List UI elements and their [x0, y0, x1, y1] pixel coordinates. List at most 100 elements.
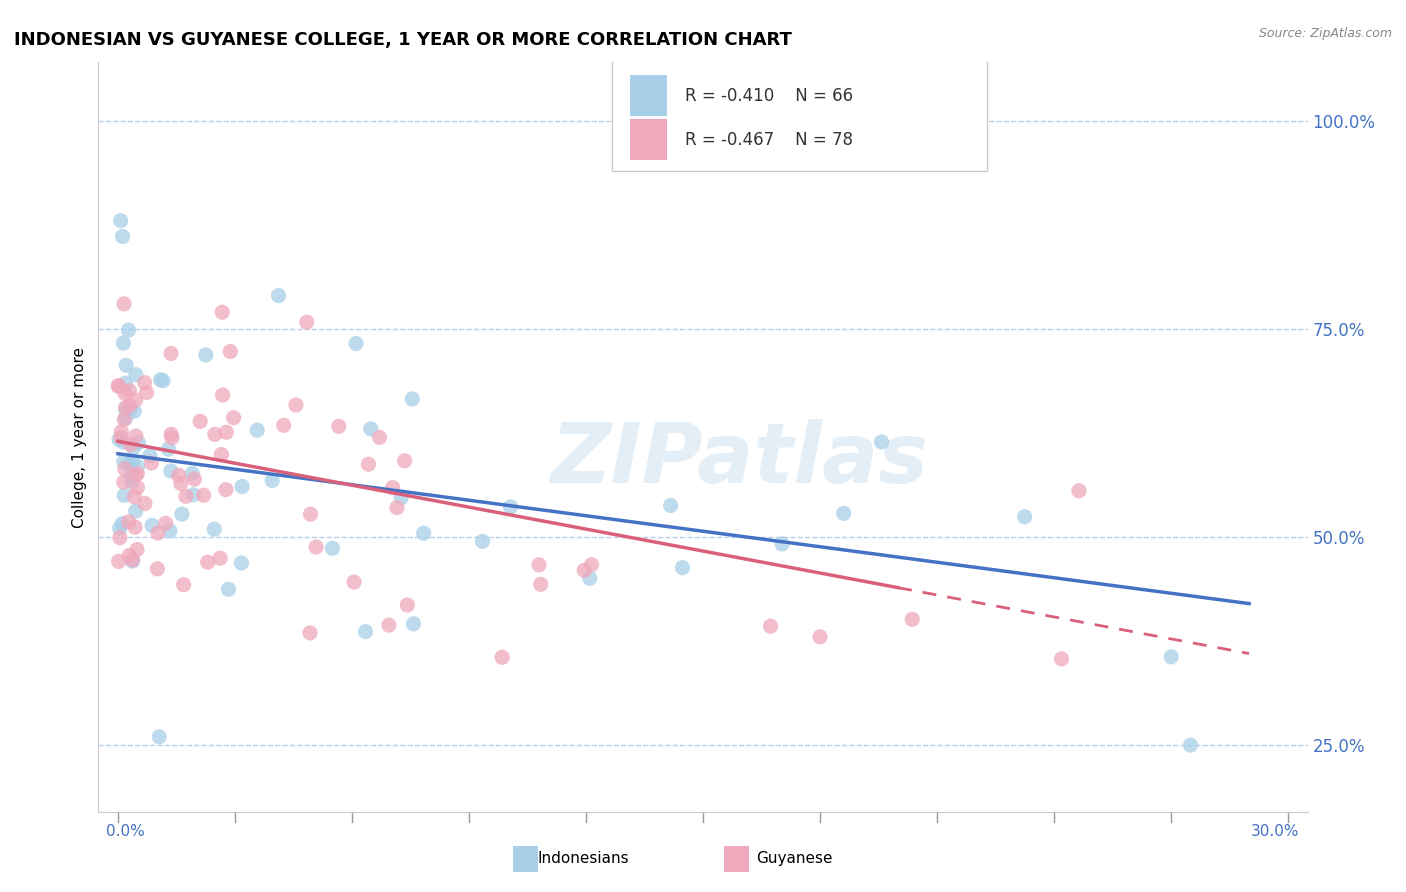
- Point: [193, 488, 215, 502]
- Point: [125, 542, 148, 557]
- Point: [122, 404, 145, 418]
- Point: [110, 213, 132, 227]
- Point: [412, 526, 434, 541]
- Text: R = -0.467    N = 78: R = -0.467 N = 78: [685, 130, 853, 149]
- Point: [211, 305, 233, 319]
- Point: [125, 429, 148, 443]
- Point: [284, 398, 307, 412]
- Point: [215, 425, 238, 440]
- Point: [368, 430, 391, 444]
- Point: [321, 541, 343, 556]
- Point: [127, 481, 149, 495]
- Point: [808, 630, 831, 644]
- Point: [160, 464, 183, 478]
- Point: [125, 368, 148, 382]
- Point: [121, 554, 143, 568]
- Point: [112, 297, 135, 311]
- Point: [121, 469, 143, 483]
- Point: [114, 410, 136, 425]
- Point: [107, 554, 129, 568]
- Point: [134, 376, 156, 390]
- Point: [527, 558, 550, 572]
- Point: [659, 499, 682, 513]
- Point: [111, 516, 134, 531]
- Point: [1180, 738, 1202, 752]
- Point: [141, 456, 163, 470]
- Point: [181, 488, 204, 502]
- Point: [491, 650, 513, 665]
- Point: [107, 378, 129, 392]
- Point: [222, 410, 245, 425]
- Point: [148, 730, 170, 744]
- Point: [118, 384, 141, 398]
- Point: [262, 474, 284, 488]
- Point: [112, 412, 135, 426]
- Point: [357, 457, 380, 471]
- Point: [111, 229, 134, 244]
- Point: [295, 315, 318, 329]
- Point: [112, 475, 135, 489]
- Point: [217, 582, 239, 597]
- Point: [378, 618, 401, 632]
- Point: [141, 518, 163, 533]
- Point: [231, 556, 253, 570]
- Point: [118, 399, 141, 413]
- Point: [112, 336, 135, 351]
- Point: [360, 422, 382, 436]
- Point: [215, 483, 238, 497]
- Point: [114, 376, 136, 390]
- Point: [120, 437, 142, 451]
- Point: [581, 558, 603, 572]
- Point: [114, 386, 136, 401]
- Point: [125, 392, 148, 407]
- Point: [120, 401, 142, 416]
- Point: [114, 402, 136, 417]
- Point: [389, 491, 412, 505]
- Point: [671, 560, 693, 574]
- Point: [118, 549, 141, 563]
- Point: [181, 467, 204, 481]
- Point: [209, 551, 232, 566]
- Point: [343, 575, 366, 590]
- Point: [305, 540, 328, 554]
- Point: [160, 346, 183, 360]
- Point: [328, 419, 350, 434]
- Point: [135, 385, 157, 400]
- Point: [139, 449, 162, 463]
- Point: [115, 359, 138, 373]
- Point: [202, 522, 225, 536]
- Point: [114, 401, 136, 415]
- Point: [170, 476, 193, 491]
- Point: [209, 448, 232, 462]
- Point: [901, 612, 924, 626]
- Point: [125, 504, 148, 518]
- Point: [117, 323, 139, 337]
- Point: [146, 562, 169, 576]
- Point: [381, 481, 404, 495]
- Point: [354, 624, 377, 639]
- Point: [578, 571, 600, 585]
- Point: [127, 467, 149, 481]
- Point: [160, 427, 183, 442]
- Text: ZIPatlas: ZIPatlas: [550, 419, 928, 500]
- Point: [1014, 509, 1036, 524]
- Y-axis label: College, 1 year or more: College, 1 year or more: [72, 347, 87, 527]
- Point: [155, 516, 177, 531]
- Point: [1050, 652, 1073, 666]
- Point: [112, 488, 135, 502]
- Point: [385, 500, 408, 515]
- Point: [122, 441, 145, 455]
- FancyBboxPatch shape: [630, 75, 666, 116]
- Point: [118, 456, 141, 470]
- Point: [152, 374, 174, 388]
- Point: [299, 507, 322, 521]
- Point: [159, 524, 181, 538]
- Point: [574, 563, 596, 577]
- Text: 0.0%: 0.0%: [107, 824, 145, 839]
- Point: [108, 521, 131, 535]
- Text: Indonesians: Indonesians: [537, 852, 630, 866]
- FancyBboxPatch shape: [613, 59, 987, 171]
- Point: [114, 462, 136, 476]
- Point: [127, 435, 149, 450]
- Text: 30.0%: 30.0%: [1251, 824, 1299, 839]
